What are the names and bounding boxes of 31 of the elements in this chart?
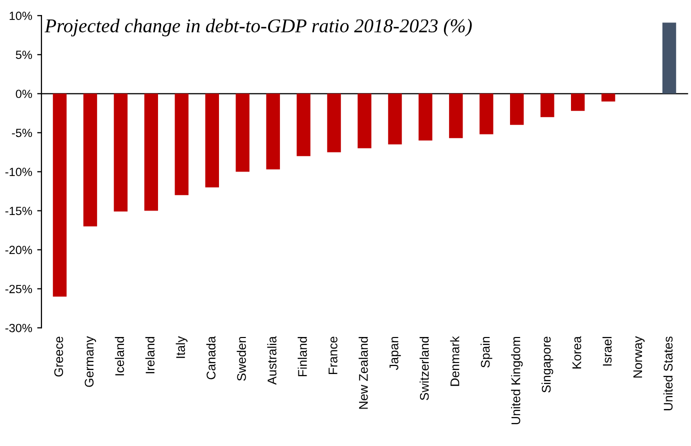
y-tick-label: -30% [5,324,32,332]
x-tick-label: Iceland [114,336,124,376]
x-tick-label: France [328,336,338,374]
x-tick-label: United States [663,336,673,410]
y-tick-label: 0% [16,90,32,98]
x-tick-label: Korea [572,336,582,368]
chart-title: Projected change in debt-to-GDP ratio 2018-2023 (%) [44,18,472,36]
x-tick-label: Sweden [236,336,246,381]
y-tick-label: -15% [5,206,32,216]
x-tick-label: Ireland [145,336,155,374]
y-tick-label: 5% [16,50,32,60]
x-tick-label: Finland [298,336,307,376]
y-tick-label: -20% [5,246,32,254]
x-tick-label: Denmark [450,336,460,386]
y-tick-label: -10% [5,168,32,176]
y-tick-label: 10% [10,12,32,20]
y-tick-label: -5% [12,128,32,138]
x-tick-label: Canada [206,336,216,380]
x-tick-label: Singapore [542,336,554,393]
x-tick-label: Australia [267,336,276,385]
x-tick-label: Norway [633,336,645,378]
x-tick-label: New Zealand [358,336,368,409]
x-tick-label: Italy [176,336,188,358]
x-tick-label: United Kingdom [511,336,523,424]
x-tick-label: Greece [54,336,64,377]
x-tick-label: Germany [84,336,96,387]
y-tick-label: -25% [5,284,32,294]
x-tick-label: Israel [602,336,612,366]
x-tick-label: Switzerland [420,336,429,400]
x-tick-label: Spain [480,336,492,368]
x-tick-label: Japan [390,336,401,370]
